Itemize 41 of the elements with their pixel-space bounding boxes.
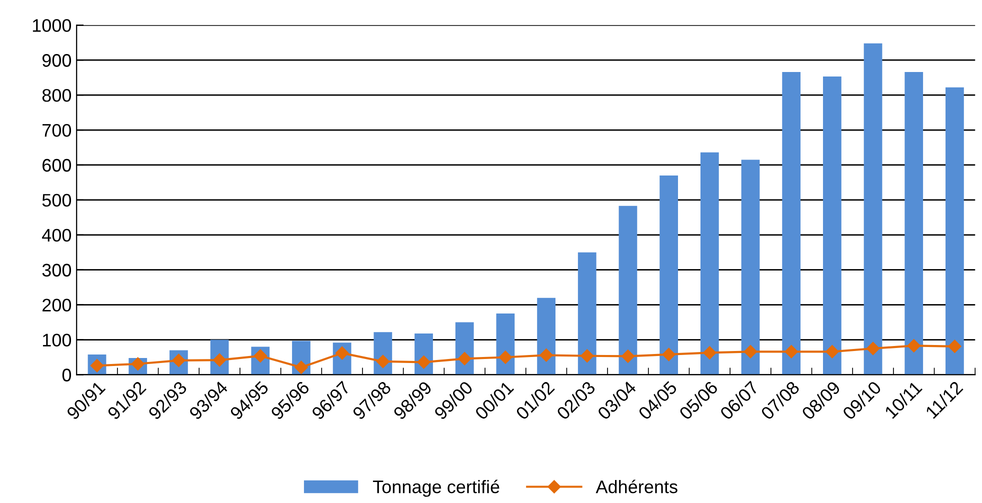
y-tick-label: 700 [42, 124, 72, 137]
point [580, 349, 594, 362]
bar [946, 87, 964, 375]
point [866, 342, 880, 356]
y-tick-label: 100 [42, 334, 72, 346]
y-tick-label: 300 [42, 264, 72, 277]
bar [822, 76, 842, 375]
y-tick-label: 0 [62, 368, 72, 382]
bar [660, 175, 678, 375]
y-tick-label: 800 [42, 89, 72, 102]
point [417, 356, 430, 369]
point [458, 352, 472, 366]
y-tick-label: 400 [42, 228, 72, 242]
bar [496, 314, 515, 375]
point [948, 340, 962, 354]
point [826, 345, 839, 358]
y-tick-label: 500 [42, 194, 72, 207]
y-tick-label: 600 [42, 158, 72, 172]
point [621, 350, 635, 363]
point [744, 345, 758, 358]
bar [782, 72, 801, 375]
bar [618, 206, 638, 375]
y-tick-label: 200 [42, 298, 72, 312]
bar [904, 72, 924, 375]
point [376, 354, 390, 368]
point [662, 348, 676, 362]
legend-label: Tonnage certifié [372, 480, 500, 497]
y-tick-label: 1000 [32, 19, 72, 32]
bar [578, 252, 596, 375]
point [498, 350, 512, 364]
point [907, 339, 920, 352]
point [784, 345, 798, 358]
legend-label: Adhérents [596, 480, 678, 494]
bar [864, 43, 882, 375]
y-tick-label: 900 [42, 54, 72, 67]
point [294, 360, 308, 374]
bar [537, 298, 556, 375]
bar [700, 152, 719, 375]
bar [741, 160, 760, 375]
point [540, 348, 553, 362]
point [703, 346, 716, 360]
